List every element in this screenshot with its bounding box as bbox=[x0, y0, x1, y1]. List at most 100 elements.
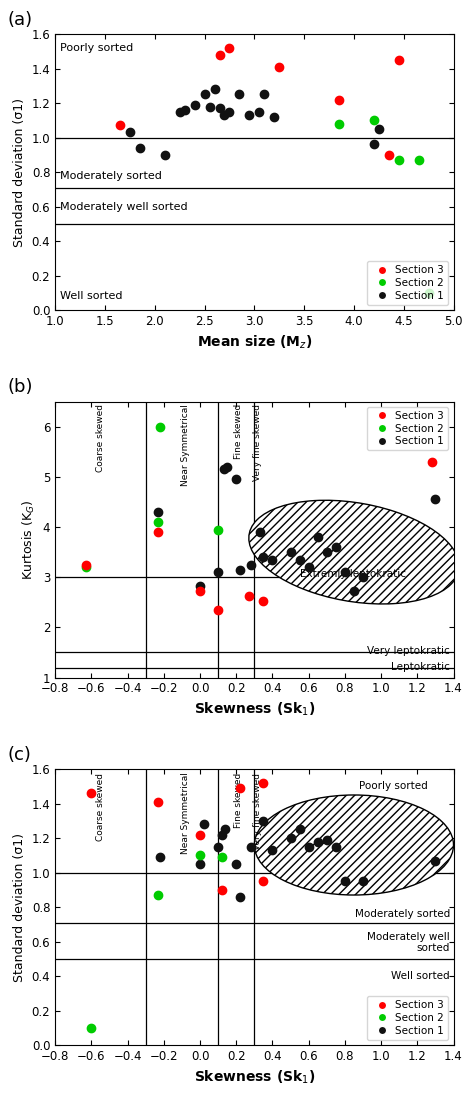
Point bbox=[260, 774, 267, 792]
Point bbox=[214, 564, 222, 581]
Point bbox=[196, 847, 204, 864]
Point bbox=[196, 856, 204, 873]
Point bbox=[155, 793, 162, 811]
Point bbox=[196, 583, 204, 600]
Point bbox=[88, 784, 95, 802]
Point bbox=[206, 98, 213, 115]
Point bbox=[323, 832, 330, 849]
Point bbox=[341, 564, 349, 581]
Point bbox=[156, 848, 164, 866]
Point bbox=[275, 58, 283, 76]
Point bbox=[176, 103, 183, 121]
Point bbox=[296, 551, 303, 568]
Point bbox=[200, 815, 208, 833]
Legend: Section 3, Section 2, Section 1: Section 3, Section 2, Section 1 bbox=[367, 407, 448, 451]
Point bbox=[287, 543, 294, 561]
Point bbox=[221, 821, 229, 838]
Text: Moderately well
sorted: Moderately well sorted bbox=[367, 931, 450, 953]
Text: (a): (a) bbox=[8, 11, 33, 29]
Point bbox=[247, 838, 255, 856]
Text: Fine skewed: Fine skewed bbox=[234, 404, 243, 460]
Point bbox=[155, 504, 162, 521]
Y-axis label: Kurtosis (K$_G$): Kurtosis (K$_G$) bbox=[21, 499, 37, 580]
Text: Well sorted: Well sorted bbox=[60, 291, 123, 302]
Point bbox=[161, 146, 169, 163]
Point bbox=[216, 46, 223, 64]
Point bbox=[370, 112, 378, 129]
Point bbox=[181, 101, 189, 118]
Point bbox=[332, 539, 339, 556]
Point bbox=[269, 841, 276, 859]
Text: Coarse skewed: Coarse skewed bbox=[96, 772, 105, 840]
Point bbox=[196, 826, 204, 844]
Point bbox=[425, 284, 432, 302]
Text: Near Symmetrical: Near Symmetrical bbox=[181, 772, 190, 855]
X-axis label: Mean size (M$_z$): Mean size (M$_z$) bbox=[197, 333, 312, 351]
Point bbox=[236, 779, 244, 796]
Point bbox=[214, 838, 222, 856]
Text: Moderately sorted: Moderately sorted bbox=[60, 170, 162, 181]
Text: Fine skewed: Fine skewed bbox=[234, 772, 243, 828]
Point bbox=[211, 80, 219, 98]
Text: (c): (c) bbox=[8, 746, 31, 764]
Point bbox=[260, 872, 267, 890]
Point bbox=[155, 523, 162, 541]
Point bbox=[136, 139, 144, 157]
Point bbox=[220, 461, 228, 478]
Point bbox=[260, 592, 267, 610]
Point bbox=[287, 829, 294, 847]
Point bbox=[223, 459, 231, 476]
Text: Well sorted: Well sorted bbox=[391, 971, 450, 981]
Point bbox=[88, 1019, 95, 1037]
Text: Poorly sorted: Poorly sorted bbox=[60, 43, 133, 53]
Point bbox=[296, 821, 303, 838]
Point bbox=[260, 548, 267, 566]
Point bbox=[256, 523, 264, 541]
Point bbox=[323, 543, 330, 561]
Point bbox=[332, 838, 339, 856]
Point bbox=[428, 453, 436, 471]
Point bbox=[236, 561, 244, 578]
Legend: Section 3, Section 2, Section 1: Section 3, Section 2, Section 1 bbox=[367, 261, 448, 305]
Y-axis label: Standard deviation (σ1): Standard deviation (σ1) bbox=[13, 98, 26, 247]
Point bbox=[395, 151, 402, 169]
X-axis label: Skewness (Sk$_1$): Skewness (Sk$_1$) bbox=[193, 1068, 315, 1086]
Point bbox=[236, 86, 243, 103]
Point bbox=[245, 587, 253, 604]
Point bbox=[247, 556, 255, 574]
Point bbox=[432, 851, 439, 869]
Point bbox=[335, 91, 343, 109]
Point bbox=[246, 106, 253, 124]
Point bbox=[82, 558, 90, 576]
Text: (b): (b) bbox=[8, 378, 33, 396]
Point bbox=[201, 86, 209, 103]
Point bbox=[415, 151, 422, 169]
Point bbox=[269, 551, 276, 568]
Text: Extremly leptokratic: Extremly leptokratic bbox=[300, 569, 406, 579]
Point bbox=[156, 418, 164, 436]
Text: Poorly sorted: Poorly sorted bbox=[359, 781, 428, 791]
Ellipse shape bbox=[255, 795, 454, 895]
Point bbox=[370, 136, 378, 154]
Point bbox=[305, 558, 312, 576]
Point bbox=[155, 513, 162, 531]
Point bbox=[261, 86, 268, 103]
Point bbox=[375, 121, 383, 138]
Y-axis label: Standard deviation (σ1): Standard deviation (σ1) bbox=[13, 833, 26, 982]
Text: Very fine skewed: Very fine skewed bbox=[254, 772, 263, 849]
Point bbox=[236, 887, 244, 905]
Text: Moderately sorted: Moderately sorted bbox=[355, 909, 450, 919]
Text: Moderately well sorted: Moderately well sorted bbox=[60, 202, 188, 212]
Point bbox=[395, 52, 402, 69]
Point bbox=[214, 521, 222, 539]
Point bbox=[314, 529, 321, 546]
Point bbox=[335, 115, 343, 133]
Point bbox=[341, 872, 349, 890]
Point bbox=[214, 601, 222, 619]
Point bbox=[314, 833, 321, 850]
Point bbox=[432, 490, 439, 508]
Point bbox=[126, 124, 134, 142]
Point bbox=[255, 103, 263, 121]
Legend: Section 3, Section 2, Section 1: Section 3, Section 2, Section 1 bbox=[367, 996, 448, 1040]
X-axis label: Skewness (Sk$_1$): Skewness (Sk$_1$) bbox=[193, 701, 315, 719]
